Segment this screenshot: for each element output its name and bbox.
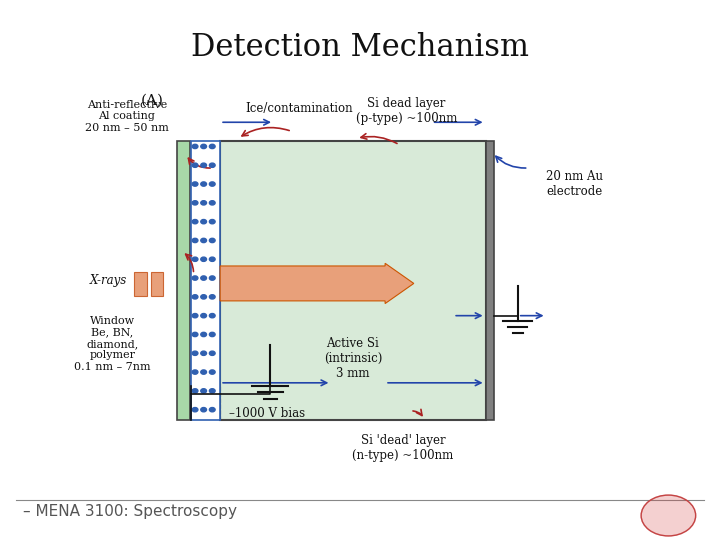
Circle shape [192,163,198,167]
Circle shape [192,219,198,224]
Circle shape [210,389,215,393]
Circle shape [192,182,198,186]
Text: X-rays: X-rays [90,274,127,287]
Circle shape [201,201,207,205]
Circle shape [192,295,198,299]
FancyArrow shape [220,264,414,303]
Circle shape [201,389,207,393]
Circle shape [192,201,198,205]
Circle shape [641,495,696,536]
Circle shape [192,332,198,336]
Text: Anti-reflective
Al coating
20 nm – 50 nm: Anti-reflective Al coating 20 nm – 50 nm [85,100,169,133]
Circle shape [201,219,207,224]
Circle shape [210,257,215,261]
Circle shape [210,370,215,374]
Circle shape [210,163,215,167]
Text: Si 'dead' layer
(n-type) ~100nm: Si 'dead' layer (n-type) ~100nm [352,434,454,462]
Circle shape [210,351,215,355]
Circle shape [210,276,215,280]
Circle shape [201,163,207,167]
Circle shape [192,408,198,412]
Text: Detection Mechanism: Detection Mechanism [191,31,529,63]
Circle shape [210,201,215,205]
Circle shape [201,295,207,299]
Text: – MENA 3100: Spectroscopy: – MENA 3100: Spectroscopy [23,504,237,519]
Circle shape [210,408,215,412]
Circle shape [210,295,215,299]
Circle shape [201,238,207,242]
Circle shape [201,332,207,336]
Bar [485,141,494,421]
Circle shape [210,144,215,148]
Circle shape [192,238,198,242]
Bar [134,272,147,296]
Circle shape [192,389,198,393]
Text: 20 nm Au
electrode: 20 nm Au electrode [546,170,603,198]
Circle shape [192,370,198,374]
Text: (A): (A) [141,94,164,108]
Circle shape [201,276,207,280]
Text: –1000 V bias: –1000 V bias [229,407,305,420]
Text: Si dead layer
(p-type) ~100nm: Si dead layer (p-type) ~100nm [356,97,457,125]
Circle shape [210,182,215,186]
Circle shape [192,314,198,318]
Circle shape [201,370,207,374]
Text: Ice/contamination: Ice/contamination [246,102,353,115]
Text: Active Si
(intrinsic)
3 mm: Active Si (intrinsic) 3 mm [324,337,382,380]
Circle shape [201,144,207,148]
Circle shape [201,408,207,412]
Circle shape [192,351,198,355]
Circle shape [192,257,198,261]
Text: Window
Be, BN,
diamond,
polymer
0.1 nm – 7nm: Window Be, BN, diamond, polymer 0.1 nm –… [74,316,151,372]
Circle shape [201,314,207,318]
Circle shape [210,238,215,242]
Bar [220,141,485,421]
Circle shape [201,351,207,355]
Circle shape [201,257,207,261]
Circle shape [210,332,215,336]
Circle shape [201,182,207,186]
Bar [177,141,190,421]
Circle shape [210,219,215,224]
Circle shape [192,276,198,280]
Circle shape [192,144,198,148]
Bar [150,272,163,296]
Bar [192,141,220,421]
Circle shape [210,314,215,318]
